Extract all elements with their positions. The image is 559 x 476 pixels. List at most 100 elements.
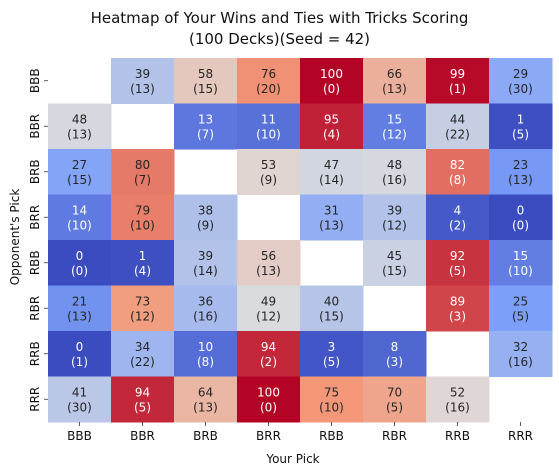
cell-wins-label: 76 [261,67,276,81]
heatmap-cell [363,149,427,195]
chart-title-line-2: (100 Decks)(Seed = 42) [188,30,371,48]
cell-wins-label: 0 [517,203,525,217]
cell-wins-label: 64 [198,385,213,399]
cell-wins-label: 1 [139,249,147,263]
y-axis-label: Opponent's Pick [8,189,22,286]
heatmap-cell [426,285,490,332]
cell-wins-label: 25 [513,294,528,308]
cell-wins-label: 39 [387,203,402,217]
cell-wins-label: 29 [513,67,528,81]
x-tick-label: RRB [445,429,470,443]
cell-wins-label: 0 [76,340,84,354]
cell-ties-label: (15) [67,173,92,187]
heatmap-cell [174,240,238,286]
cell-ties-label: (4) [323,127,340,141]
x-tick-label: RBR [382,429,407,443]
heatmap-cell [363,58,427,104]
heatmap-cell [174,58,238,104]
heatmap-cell [363,331,427,377]
cell-wins-label: 44 [450,112,465,126]
heatmap-cell [489,103,553,150]
cell-ties-label: (1) [71,355,88,369]
heatmap-cell [111,285,175,332]
cell-wins-label: 70 [387,385,402,399]
cell-wins-label: 36 [198,294,213,308]
cell-ties-label: (9) [260,173,277,187]
cell-ties-label: (13) [130,82,155,96]
cell-wins-label: 58 [198,67,213,81]
cell-ties-label: (13) [193,400,218,414]
cell-ties-label: (10) [130,218,155,232]
cell-ties-label: (20) [256,82,281,96]
cell-wins-label: 1 [517,112,525,126]
cell-ties-label: (8) [197,355,214,369]
cell-wins-label: 40 [324,294,339,308]
cell-ties-label: (9) [197,218,214,232]
cell-wins-label: 48 [387,158,402,172]
heatmap-cell [48,331,112,377]
cell-ties-label: (7) [197,127,214,141]
cell-wins-label: 34 [135,340,150,354]
cell-ties-label: (22) [445,127,470,141]
cell-ties-label: (13) [256,264,281,278]
heatmap-cell [174,376,238,423]
y-tick-label: RRB [28,341,42,366]
heatmap-cell [237,285,301,332]
cell-ties-label: (5) [512,127,529,141]
cell-ties-label: (13) [508,173,533,187]
heatmap-cell [237,58,301,104]
cell-ties-label: (10) [319,400,344,414]
cell-wins-label: 49 [261,294,276,308]
cell-ties-label: (14) [319,173,344,187]
heatmap-cell [300,376,364,423]
cell-ties-label: (16) [445,400,470,414]
cell-wins-label: 39 [198,249,213,263]
cell-wins-label: 75 [324,385,339,399]
heatmap-cell [489,240,553,286]
cell-wins-label: 92 [450,249,465,263]
heatmap-cell [489,285,553,332]
heatmap-cell [174,285,238,332]
y-tick-label: BRR [28,205,42,230]
heatmap-cell [426,103,490,150]
cell-ties-label: (10) [67,218,92,232]
cell-ties-label: (15) [382,264,407,278]
cell-wins-label: 8 [391,340,399,354]
heatmap-cells: 39(13)58(15)76(20)100(0)66(13)99(1)29(30… [48,58,553,423]
heatmap-cell [300,194,364,241]
heatmap-cell [111,194,175,241]
heatmap-cell [363,194,427,241]
heatmap-cell [48,376,112,423]
heatmap-cell [489,194,553,241]
cell-ties-label: (15) [193,82,218,96]
heatmap-cell [489,149,553,195]
cell-ties-label: (12) [382,218,407,232]
cell-wins-label: 23 [513,158,528,172]
cell-wins-label: 39 [135,67,150,81]
heatmap-cell [426,240,490,286]
cell-wins-label: 27 [72,158,87,172]
cell-wins-label: 15 [387,112,402,126]
cell-ties-label: (15) [319,309,344,323]
heatmap-cell [363,103,427,150]
cell-wins-label: 47 [324,158,339,172]
cell-wins-label: 10 [198,340,213,354]
cell-wins-label: 31 [324,203,339,217]
cell-ties-label: (13) [67,127,92,141]
heatmap-cell [300,285,364,332]
cell-ties-label: (12) [130,309,155,323]
heatmap-cell [489,331,553,377]
cell-wins-label: 73 [135,294,150,308]
heatmap-cell [300,58,364,104]
heatmap-cell [174,103,238,150]
cell-ties-label: (5) [449,264,466,278]
cell-ties-label: (2) [260,355,277,369]
cell-ties-label: (5) [512,309,529,323]
cell-ties-label: (0) [260,400,277,414]
cell-ties-label: (5) [323,355,340,369]
x-tick-label: BRB [193,429,218,443]
cell-wins-label: 94 [261,340,276,354]
heatmap-cell [111,58,175,104]
heatmap-cell [237,149,301,195]
